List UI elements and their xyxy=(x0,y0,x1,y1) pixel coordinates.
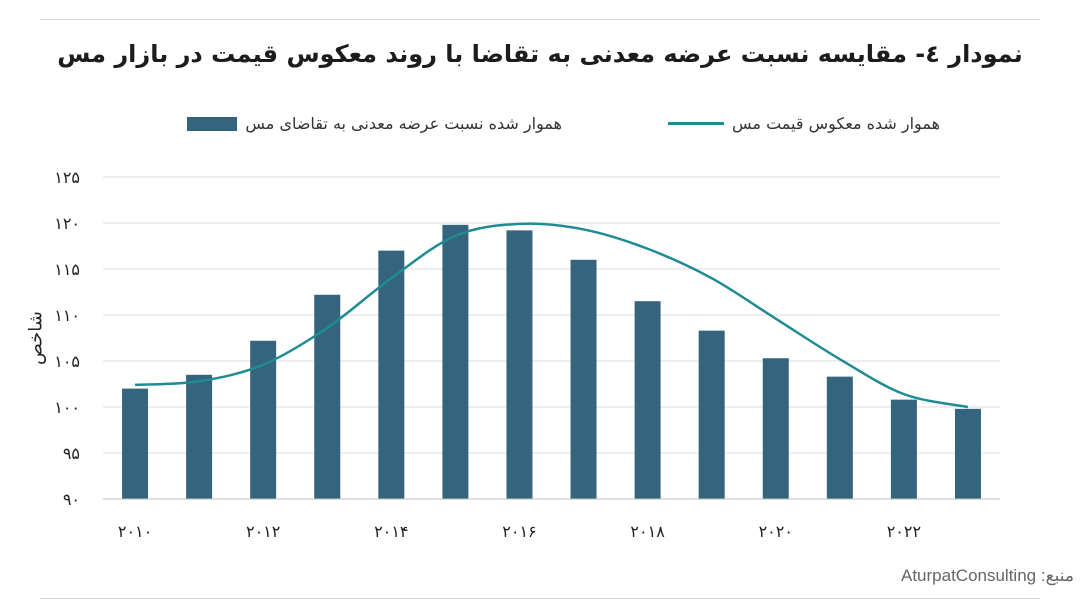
x-tick-label: ۲۰۲۲ xyxy=(887,522,921,541)
x-tick-label: ۲۰۱۰ xyxy=(118,522,152,541)
y-tick-label: ۹۵ xyxy=(63,444,80,463)
legend-item-line: هموار شده معکوس قیمت مس xyxy=(668,114,940,133)
bar xyxy=(186,374,213,499)
bar xyxy=(634,301,661,499)
y-tick-label: ۱۰۰ xyxy=(54,398,80,417)
x-tick-label: ۲۰۱۴ xyxy=(374,522,408,541)
source-note: AturpatConsulting :منبع xyxy=(900,566,1074,585)
y-tick-label: ۱۲۵ xyxy=(54,168,80,187)
y-tick-label: ۱۲۰ xyxy=(54,214,80,233)
legend-line-label: هموار شده معکوس قیمت مس xyxy=(732,114,940,133)
x-tick-label: ۲۰۱۸ xyxy=(630,522,665,541)
y-tick-label: ۹۰ xyxy=(63,490,80,509)
legend-line-swatch xyxy=(668,122,725,125)
bar xyxy=(314,294,341,499)
bar xyxy=(890,399,917,499)
bar xyxy=(570,259,597,499)
top-border xyxy=(40,19,1040,20)
legend-bar-swatch xyxy=(187,116,238,131)
bar xyxy=(826,376,853,499)
legend-bar-label: هموار شده نسبت عرضه معدنی به تقاضای مس xyxy=(245,114,562,133)
x-tick-label: ۲۰۲۰ xyxy=(759,522,793,541)
bar xyxy=(954,408,981,499)
legend: هموار شده معکوس قیمت مس هموار شده نسبت ع… xyxy=(150,114,940,142)
bar xyxy=(762,358,789,499)
series-line xyxy=(134,222,969,409)
bar xyxy=(378,250,405,499)
y-tick-label: ۱۱۵ xyxy=(54,260,80,279)
x-tick-label: ۲۰۱۲ xyxy=(246,522,280,541)
bar xyxy=(698,330,725,499)
y-tick-label: ۱۱۰ xyxy=(54,306,80,325)
chart-title: نمودار ٤- مقایسه نسبت عرضه معدنی به تقاض… xyxy=(57,40,1023,68)
legend-item-bar: هموار شده نسبت عرضه معدنی به تقاضای مس xyxy=(187,114,562,133)
bar xyxy=(506,230,533,500)
x-tick-label: ۲۰۱۶ xyxy=(502,522,536,541)
y-tick-label: ۱۰۵ xyxy=(54,352,80,371)
bar xyxy=(122,388,149,499)
bar xyxy=(442,224,469,499)
bottom-border xyxy=(40,598,1040,599)
